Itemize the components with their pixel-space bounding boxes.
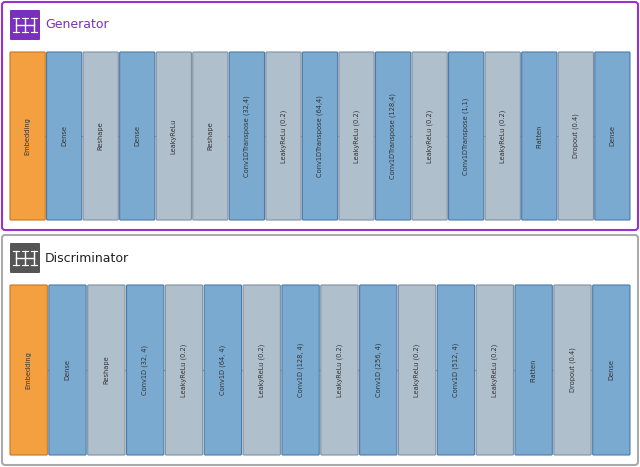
- FancyBboxPatch shape: [302, 52, 338, 220]
- Text: Embedding: Embedding: [24, 117, 31, 155]
- FancyBboxPatch shape: [83, 52, 118, 220]
- Text: LeakyReLu (0.2): LeakyReLu (0.2): [353, 109, 360, 163]
- FancyBboxPatch shape: [193, 52, 228, 220]
- FancyBboxPatch shape: [485, 52, 520, 220]
- FancyBboxPatch shape: [243, 285, 280, 455]
- FancyBboxPatch shape: [47, 52, 82, 220]
- Text: Conv1D (256, 4): Conv1D (256, 4): [375, 343, 381, 397]
- FancyBboxPatch shape: [165, 285, 203, 455]
- FancyBboxPatch shape: [476, 285, 513, 455]
- Text: Discriminator: Discriminator: [45, 252, 129, 264]
- FancyBboxPatch shape: [522, 52, 557, 220]
- Text: LeakyReLu (0.2): LeakyReLu (0.2): [280, 109, 287, 163]
- Text: Reshape: Reshape: [98, 121, 104, 150]
- FancyBboxPatch shape: [204, 285, 241, 455]
- Text: Conv1DTranspose (64,4): Conv1DTranspose (64,4): [317, 95, 323, 177]
- FancyBboxPatch shape: [399, 285, 436, 455]
- Text: Dense: Dense: [609, 360, 614, 381]
- FancyBboxPatch shape: [437, 285, 475, 455]
- Text: Conv1DTranspose (128,4): Conv1DTranspose (128,4): [390, 93, 396, 179]
- Text: Dense: Dense: [61, 126, 67, 147]
- Text: Generator: Generator: [45, 19, 109, 31]
- FancyBboxPatch shape: [10, 285, 47, 455]
- FancyBboxPatch shape: [515, 285, 552, 455]
- Text: Conv1D (64, 4): Conv1D (64, 4): [220, 345, 226, 395]
- Text: Embedding: Embedding: [26, 351, 31, 389]
- Text: LeakyReLu (0.2): LeakyReLu (0.2): [336, 343, 342, 396]
- Text: Conv1D (32, 4): Conv1D (32, 4): [142, 345, 148, 395]
- FancyBboxPatch shape: [120, 52, 155, 220]
- Text: LeakyReLu: LeakyReLu: [171, 118, 177, 154]
- Text: LeakyReLu (0.2): LeakyReLu (0.2): [414, 343, 420, 396]
- FancyBboxPatch shape: [10, 243, 40, 273]
- Text: LeakyReLu (0.2): LeakyReLu (0.2): [259, 343, 265, 396]
- FancyBboxPatch shape: [10, 10, 40, 40]
- Text: Conv1D (512, 4): Conv1D (512, 4): [452, 343, 460, 397]
- Text: Dense: Dense: [134, 126, 140, 147]
- FancyBboxPatch shape: [127, 285, 164, 455]
- FancyBboxPatch shape: [2, 235, 638, 465]
- FancyBboxPatch shape: [321, 285, 358, 455]
- FancyBboxPatch shape: [449, 52, 484, 220]
- FancyBboxPatch shape: [88, 285, 125, 455]
- FancyBboxPatch shape: [266, 52, 301, 220]
- Text: Flatten: Flatten: [531, 358, 537, 382]
- Text: LeakyReLu (0.2): LeakyReLu (0.2): [499, 109, 506, 163]
- Text: LeakyReLu (0.2): LeakyReLu (0.2): [180, 343, 188, 396]
- FancyBboxPatch shape: [229, 52, 264, 220]
- Text: Dropout (0.4): Dropout (0.4): [569, 347, 576, 392]
- FancyBboxPatch shape: [360, 285, 397, 455]
- Text: Reshape: Reshape: [103, 356, 109, 384]
- Text: LeakyReLu (0.2): LeakyReLu (0.2): [426, 109, 433, 163]
- FancyBboxPatch shape: [339, 52, 374, 220]
- FancyBboxPatch shape: [10, 52, 45, 220]
- FancyBboxPatch shape: [49, 285, 86, 455]
- FancyBboxPatch shape: [554, 285, 591, 455]
- FancyBboxPatch shape: [156, 52, 191, 220]
- Text: Flatten: Flatten: [536, 124, 542, 148]
- Text: Dense: Dense: [609, 126, 616, 147]
- FancyBboxPatch shape: [282, 285, 319, 455]
- FancyBboxPatch shape: [2, 2, 638, 230]
- FancyBboxPatch shape: [595, 52, 630, 220]
- Text: Reshape: Reshape: [207, 121, 213, 150]
- FancyBboxPatch shape: [593, 285, 630, 455]
- Text: Dense: Dense: [65, 360, 70, 381]
- FancyBboxPatch shape: [412, 52, 447, 220]
- Text: Dropout (0.4): Dropout (0.4): [573, 113, 579, 158]
- FancyBboxPatch shape: [558, 52, 593, 220]
- Text: Conv1DTranspose (32,4): Conv1DTranspose (32,4): [244, 95, 250, 177]
- FancyBboxPatch shape: [376, 52, 411, 220]
- Text: LeakyReLu (0.2): LeakyReLu (0.2): [492, 343, 498, 396]
- Text: Conv1DTranspose (1,1): Conv1DTranspose (1,1): [463, 97, 470, 175]
- Text: Conv1D (128, 4): Conv1D (128, 4): [298, 343, 304, 397]
